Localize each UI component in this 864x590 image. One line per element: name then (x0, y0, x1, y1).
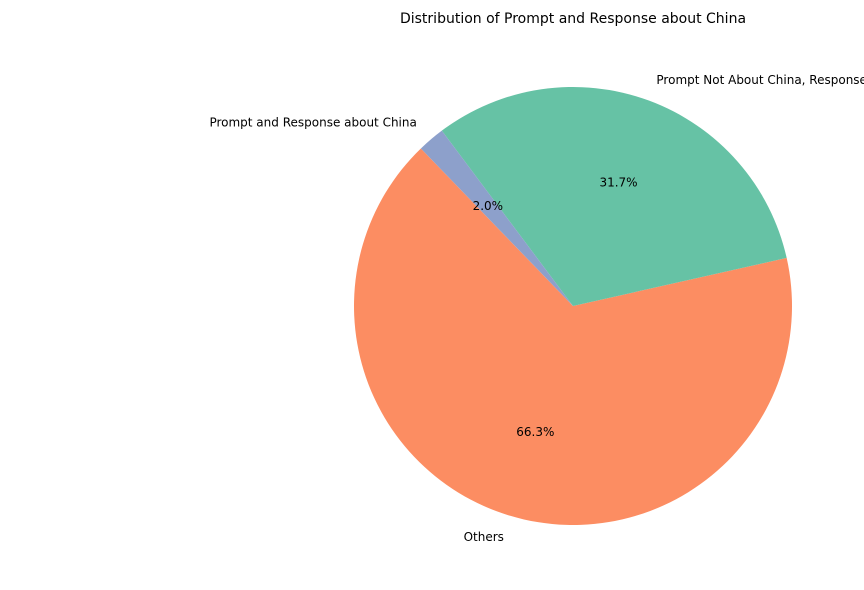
pie-slice-prompt-not-about-china-response-about-china (441, 86, 787, 306)
pie-slices (354, 86, 792, 525)
pie-pct-label-others: 66.3% (516, 425, 554, 439)
pie-category-label-others: Others (464, 530, 504, 544)
pie-labels: 66.3% Others 31.7% Prompt Not About China, … (209, 73, 864, 544)
pie-pct-label-prompt-not-about-china-response-about-china: 31.7% (599, 176, 637, 190)
pie-category-label-prompt-not-about-china-response-about-china: Prompt Not About China, Response About C… (656, 73, 864, 87)
pie-pct-label-prompt-and-response-about-china: 2.0% (473, 199, 504, 213)
chart-title: Distribution of Prompt and Response abou… (400, 11, 746, 27)
pie-slice-others (354, 148, 792, 525)
pie-slice-prompt-and-response-about-china (420, 130, 573, 306)
pie-category-label-prompt-and-response-about-china: Prompt and Response about China (209, 116, 416, 130)
